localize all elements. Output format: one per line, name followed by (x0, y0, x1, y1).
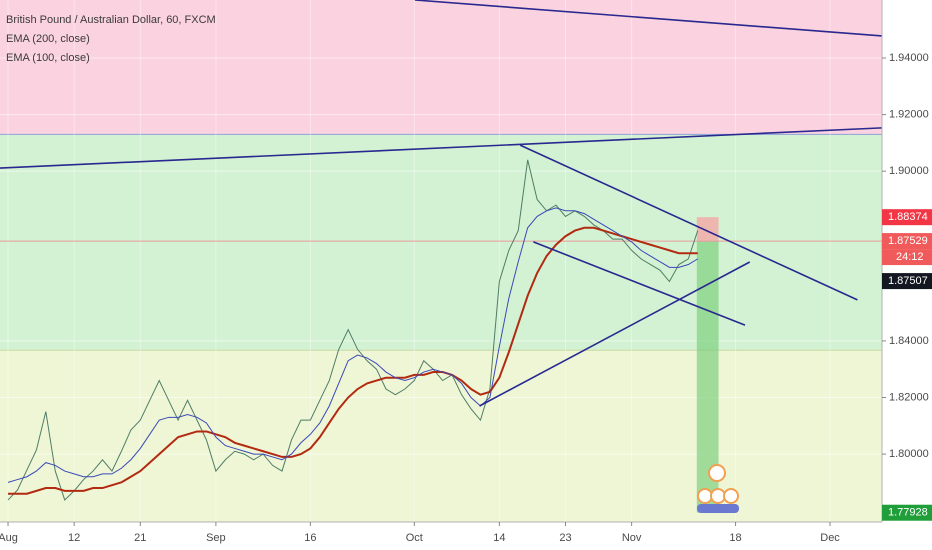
plot-area (0, 0, 883, 522)
trendline (479, 261, 751, 407)
y-tick-label: 1.92000 (889, 108, 929, 120)
price-tag (882, 504, 932, 521)
zone (0, 0, 882, 135)
y-tick-label: 1.94000 (889, 52, 929, 64)
x-tick-label: Oct (406, 532, 423, 544)
price-tag-label: 1.87529 (888, 235, 928, 247)
x-tick-label: 21 (134, 532, 146, 544)
trendline (533, 241, 746, 326)
x-tick-label: 14 (493, 532, 505, 544)
price-line (7, 159, 699, 501)
x-tick-label: 12 (68, 532, 80, 544)
price-tag-label: 1.87507 (888, 275, 928, 287)
y-tick-label: 1.84000 (889, 335, 929, 347)
x-tick-label: Nov (622, 532, 642, 544)
zone (0, 350, 882, 522)
x-tick-label: Dec (820, 532, 840, 544)
price-tag-label: 1.77928 (888, 507, 928, 519)
y-tick-label: 1.80000 (889, 448, 929, 460)
countdown: 24:12 (896, 251, 924, 263)
y-tick-label: 1.82000 (889, 391, 929, 403)
y-tick-label: 1.90000 (889, 165, 929, 177)
x-tick-label: 18 (729, 532, 741, 544)
price-line (7, 207, 699, 483)
price-tag-label: 1.88374 (888, 211, 928, 223)
zone (0, 134, 882, 351)
countdown-bg (882, 249, 932, 266)
price-line (8, 226, 698, 495)
price-tag (882, 273, 932, 290)
price-tag (882, 209, 932, 226)
legend-ema200: EMA (200, close) (6, 33, 90, 45)
position-stop (696, 217, 719, 242)
axes: 1.80000 1.82000 1.84000 1.90000 1.92000 1.940… (0, 52, 932, 544)
symbol-title: British Pound / Australian Dollar, 60, F… (6, 14, 216, 26)
trendline (519, 144, 858, 301)
x-tick-label: 16 (304, 532, 316, 544)
price-tag (882, 233, 932, 250)
trendline (0, 127, 883, 169)
x-tick-label: Aug (0, 532, 18, 544)
x-tick-label: Sep (206, 532, 226, 544)
legend-ema100: EMA (100, close) (6, 52, 90, 64)
trendline (414, 0, 883, 37)
event-icons (697, 464, 739, 513)
x-tick-label: 23 (559, 532, 571, 544)
